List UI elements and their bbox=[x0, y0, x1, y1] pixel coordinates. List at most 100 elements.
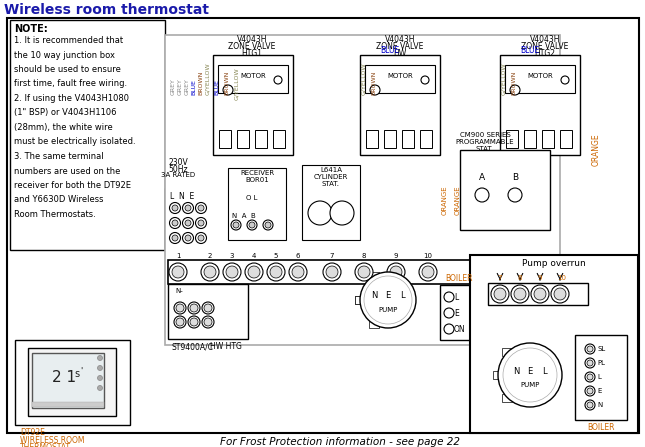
Text: L: L bbox=[454, 292, 458, 301]
Circle shape bbox=[195, 232, 206, 244]
Bar bbox=[493, 371, 503, 379]
Text: N: N bbox=[371, 291, 377, 300]
Circle shape bbox=[249, 222, 255, 228]
Text: L641A: L641A bbox=[320, 167, 342, 173]
Circle shape bbox=[419, 263, 437, 281]
Bar bbox=[213, 55, 293, 155]
Bar bbox=[505, 65, 575, 93]
Text: V4043H: V4043H bbox=[237, 35, 267, 44]
Text: PUMP: PUMP bbox=[521, 382, 540, 388]
Text: the 10 way junction box: the 10 way junction box bbox=[14, 51, 115, 59]
Text: ZONE VALVE: ZONE VALVE bbox=[376, 42, 424, 51]
Circle shape bbox=[444, 292, 454, 302]
Circle shape bbox=[421, 76, 429, 84]
Text: SL: SL bbox=[597, 346, 605, 352]
Circle shape bbox=[169, 263, 187, 281]
Bar bbox=[440, 285, 478, 340]
Text: O L: O L bbox=[246, 195, 257, 201]
Text: BROWN: BROWN bbox=[199, 71, 204, 95]
Text: G/YELLOW: G/YELLOW bbox=[235, 67, 239, 100]
Text: L: L bbox=[542, 367, 546, 375]
Circle shape bbox=[97, 366, 103, 371]
Text: E: E bbox=[597, 388, 601, 394]
Bar bbox=[575, 335, 627, 420]
Text: 5: 5 bbox=[274, 253, 278, 259]
Text: Wireless room thermostat: Wireless room thermostat bbox=[4, 3, 209, 17]
Circle shape bbox=[248, 266, 260, 278]
Circle shape bbox=[587, 374, 593, 380]
Circle shape bbox=[274, 76, 282, 84]
Circle shape bbox=[265, 222, 271, 228]
Circle shape bbox=[323, 263, 341, 281]
Text: MOTOR: MOTOR bbox=[387, 73, 413, 79]
Circle shape bbox=[198, 205, 204, 211]
Circle shape bbox=[498, 343, 562, 407]
Circle shape bbox=[444, 308, 454, 318]
Circle shape bbox=[176, 304, 184, 312]
Text: (1" BSP) or V4043H1106: (1" BSP) or V4043H1106 bbox=[14, 109, 117, 118]
Text: G/YELLOW: G/YELLOW bbox=[361, 63, 366, 95]
Text: BLUE: BLUE bbox=[381, 46, 400, 55]
Text: (28mm), the white wire: (28mm), the white wire bbox=[14, 123, 113, 132]
Circle shape bbox=[503, 348, 557, 402]
Text: PUMP: PUMP bbox=[379, 307, 398, 313]
Circle shape bbox=[263, 220, 273, 230]
Circle shape bbox=[360, 272, 416, 328]
Text: WIRELESS ROOM: WIRELESS ROOM bbox=[20, 436, 84, 445]
Text: BLUE: BLUE bbox=[521, 46, 540, 55]
Circle shape bbox=[585, 344, 595, 354]
Circle shape bbox=[358, 266, 370, 278]
Text: 3: 3 bbox=[230, 253, 234, 259]
Bar bbox=[218, 65, 288, 93]
Text: CYLINDER: CYLINDER bbox=[314, 174, 348, 180]
Text: BROWN: BROWN bbox=[372, 71, 377, 95]
Circle shape bbox=[174, 302, 186, 314]
Text: V4043H: V4043H bbox=[385, 35, 415, 44]
Circle shape bbox=[534, 288, 546, 300]
Circle shape bbox=[247, 220, 257, 230]
Text: 7: 7 bbox=[330, 253, 334, 259]
Text: BROWN: BROWN bbox=[224, 71, 230, 95]
Bar bbox=[219, 130, 231, 148]
Circle shape bbox=[188, 302, 200, 314]
Bar bbox=[384, 130, 396, 148]
Circle shape bbox=[198, 235, 204, 241]
Bar bbox=[366, 130, 378, 148]
Text: N: N bbox=[513, 367, 519, 375]
Bar bbox=[355, 296, 365, 304]
Text: 230V: 230V bbox=[168, 158, 188, 167]
Bar bbox=[500, 55, 580, 155]
Text: HW HTG: HW HTG bbox=[210, 342, 242, 351]
Circle shape bbox=[511, 285, 529, 303]
Text: receiver for both the DT92E: receiver for both the DT92E bbox=[14, 181, 131, 190]
Text: 6: 6 bbox=[296, 253, 301, 259]
Bar bbox=[165, 35, 560, 345]
Bar bbox=[32, 402, 104, 407]
Circle shape bbox=[364, 276, 412, 324]
Text: L: L bbox=[597, 374, 601, 380]
Text: ON: ON bbox=[454, 325, 466, 333]
Circle shape bbox=[97, 375, 103, 380]
Text: E: E bbox=[454, 308, 459, 317]
Text: 7: 7 bbox=[497, 275, 502, 281]
Circle shape bbox=[233, 222, 239, 228]
Circle shape bbox=[475, 188, 489, 202]
Text: and Y6630D Wireless: and Y6630D Wireless bbox=[14, 195, 103, 204]
Text: ZONE VALVE: ZONE VALVE bbox=[521, 42, 569, 51]
Circle shape bbox=[292, 266, 304, 278]
Circle shape bbox=[190, 304, 198, 312]
Circle shape bbox=[190, 318, 198, 326]
Circle shape bbox=[444, 324, 454, 334]
Text: PROGRAMMABLE: PROGRAMMABLE bbox=[455, 139, 514, 145]
Bar bbox=[237, 130, 249, 148]
Text: DT92E: DT92E bbox=[20, 428, 45, 437]
Circle shape bbox=[204, 266, 216, 278]
Bar bbox=[502, 394, 512, 401]
Text: 9: 9 bbox=[393, 253, 398, 259]
Text: GREY: GREY bbox=[184, 78, 190, 95]
Bar bbox=[273, 130, 285, 148]
Text: 10: 10 bbox=[424, 253, 433, 259]
Circle shape bbox=[183, 218, 194, 228]
Circle shape bbox=[183, 232, 194, 244]
Circle shape bbox=[198, 220, 204, 226]
